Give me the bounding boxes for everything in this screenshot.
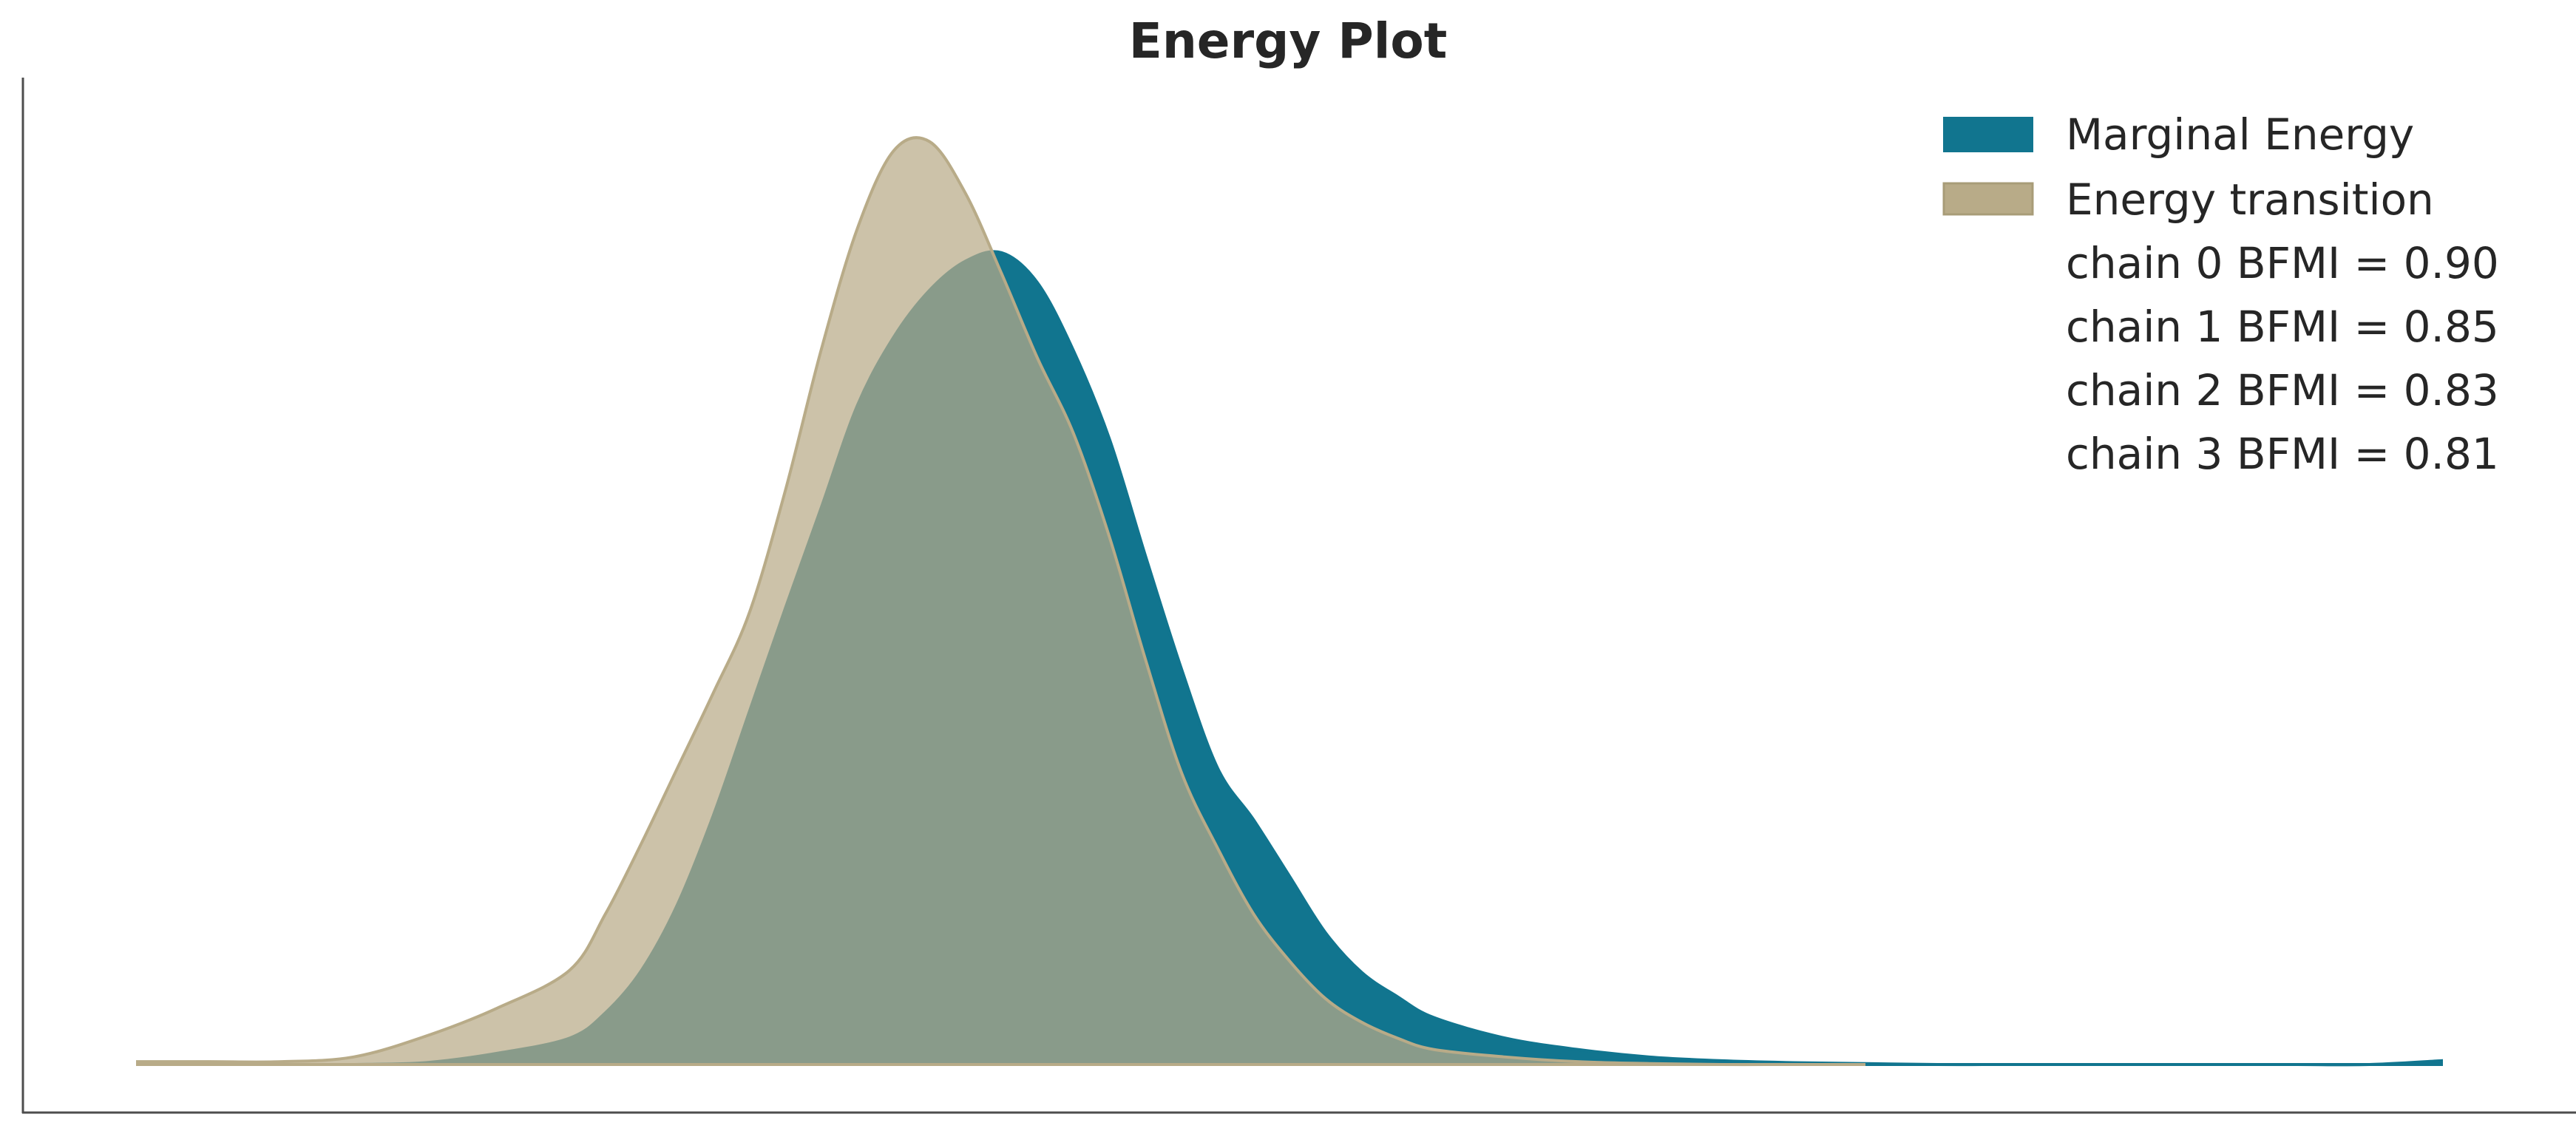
legend-swatch-marginal-energy (1943, 117, 2033, 152)
legend-label-energy-transition: Energy transition (2066, 174, 2434, 225)
legend-label-marginal-energy: Marginal Energy (2066, 109, 2414, 160)
legend-bfmi-chain-0: chain 0 BFMI = 0.90 (2066, 238, 2499, 288)
chart-title: Energy Plot (1129, 13, 1448, 69)
series-area-energy-transition (136, 136, 1865, 1067)
legend-bfmi-chain-2: chain 2 BFMI = 0.83 (2066, 365, 2499, 415)
legend-swatch-energy-transition (1942, 182, 2034, 216)
plot-area (136, 136, 2443, 1067)
legend-bfmi-chain-3: chain 3 BFMI = 0.81 (2066, 429, 2499, 479)
legend-bfmi-chain-1: chain 1 BFMI = 0.85 (2066, 302, 2499, 352)
legend: Marginal Energy Energy transition chain … (1942, 109, 2499, 479)
